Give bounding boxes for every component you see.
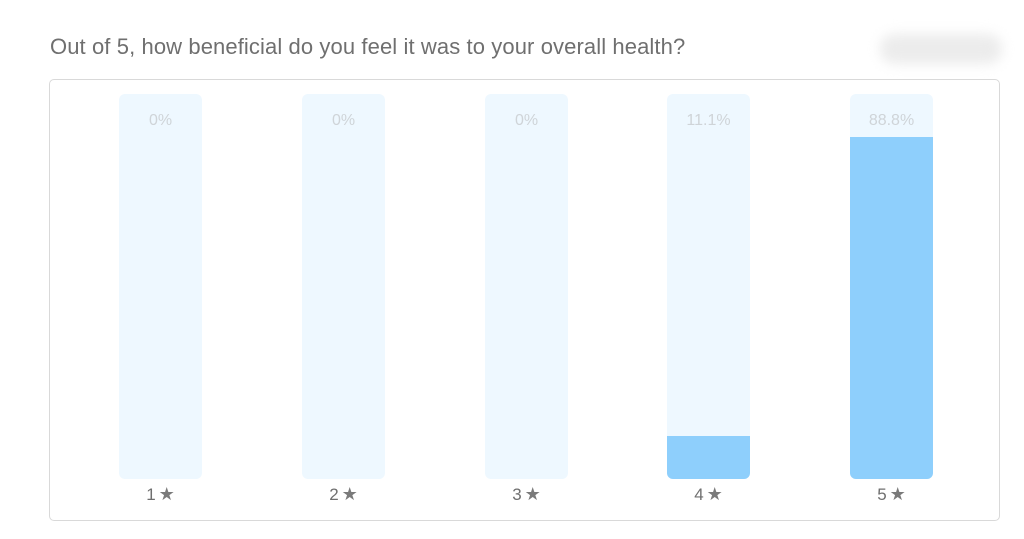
category-label: 1 ★ [119, 484, 202, 505]
blurred-redaction [880, 34, 1002, 64]
category-number: 3 [512, 485, 522, 504]
bar-1: 0% [119, 94, 202, 479]
category-label: 3 ★ [485, 484, 568, 505]
category-number: 2 [329, 485, 339, 504]
bar-track [119, 94, 202, 479]
category-number: 5 [877, 485, 887, 504]
bar-5: 88.8% [850, 94, 933, 479]
star-icon: ★ [524, 484, 541, 504]
bar-value-label: 0% [148, 112, 173, 129]
bar-track [850, 94, 933, 479]
bar-value-label: 88.8% [868, 112, 915, 129]
bar-track [302, 94, 385, 479]
bar-value-label: 11.1% [686, 112, 731, 129]
star-icon: ★ [158, 484, 175, 504]
category-label: 2 ★ [302, 484, 385, 505]
bar-fill [850, 137, 933, 479]
bar-value-label: 0% [331, 112, 356, 129]
category-number: 1 [146, 485, 156, 504]
star-icon: ★ [889, 484, 906, 504]
star-icon: ★ [341, 484, 358, 504]
category-label: 4 ★ [667, 484, 750, 505]
question-title: Out of 5, how beneficial do you feel it … [50, 34, 686, 59]
category-number: 4 [694, 485, 704, 504]
bar-4: 11.1% [667, 94, 750, 479]
star-icon: ★ [706, 484, 723, 504]
bar-track [485, 94, 568, 479]
category-label: 5 ★ [850, 484, 933, 505]
bar-value-label: 0% [514, 112, 539, 129]
bar-fill [667, 436, 750, 479]
bar-track [667, 94, 750, 479]
bar-2: 0% [302, 94, 385, 479]
bar-3: 0% [485, 94, 568, 479]
